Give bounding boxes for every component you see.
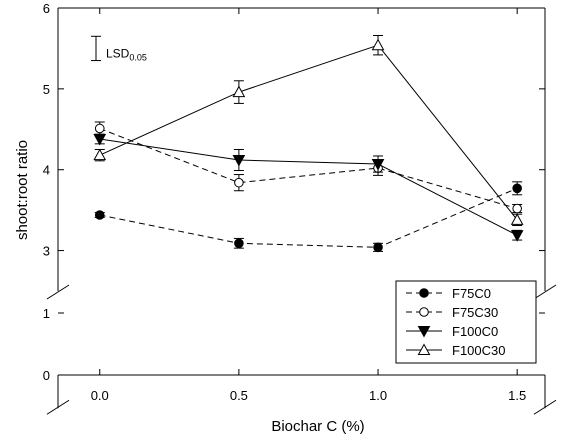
y-axis-title: shoot:root ratio [14, 140, 31, 240]
x-tick-label: 0.5 [230, 388, 248, 403]
y-tick-label: 5 [43, 82, 50, 97]
data-point-F75C0 [234, 238, 244, 249]
series-F75C0 [94, 181, 523, 253]
data-point-F75C30 [94, 123, 105, 134]
series-F100C0 [93, 133, 524, 242]
right-frame-break-mark-upper [533, 284, 557, 300]
legend-marker-F100C30 [417, 343, 431, 355]
y-axis-break-mark-lower [46, 399, 70, 415]
x-tick-label: 0.0 [91, 388, 109, 403]
data-point-F75C30 [512, 203, 522, 214]
series-F100C30 [93, 34, 524, 227]
right-frame-break-mark-lower [533, 399, 557, 415]
series-line-F100C0 [99, 138, 518, 236]
data-point-F75C0 [373, 242, 383, 253]
y-axis-break-mark-upper [46, 284, 70, 300]
legend-label-F100C0: F100C0 [452, 324, 498, 339]
series-F75C30 [94, 121, 523, 214]
series-line-F75C0 [99, 187, 518, 248]
data-point-F100C30 [510, 213, 524, 225]
data-point-F100C0 [371, 159, 385, 171]
legend-marker-F75C30 [419, 307, 429, 317]
data-point-F100C0 [93, 133, 107, 146]
y-tick-label: 6 [43, 1, 50, 16]
legend-label-F75C30: F75C30 [452, 305, 498, 320]
lsd-label: LSD0.05 [106, 46, 147, 62]
x-axis-title: Biochar C (%) [271, 418, 364, 435]
legend-marker-F100C0 [417, 326, 431, 338]
series-line-F75C30 [99, 128, 518, 210]
data-point-F100C30 [93, 148, 107, 161]
x-tick-label: 1.0 [369, 388, 387, 403]
axes: 0 1 3 4 5 6 0.0 0.5 1.0 1.5 [43, 1, 557, 415]
data-point-F75C0 [512, 183, 522, 194]
lsd-subscript: 0.05 [129, 52, 147, 62]
plot-marks: LSD0.05 [91, 34, 524, 253]
y-tick-label: 4 [43, 163, 50, 178]
series-line-F100C30 [99, 44, 518, 221]
data-point-F75C30 [234, 177, 244, 188]
y-tick-label: 1 [43, 306, 50, 321]
x-tick-label: 1.5 [508, 388, 526, 403]
legend-label-F75C0: F75C0 [452, 286, 491, 301]
data-point-F100C30 [232, 85, 246, 98]
legend: F75C0 F75C30 F100C0 F100C30 [395, 280, 537, 364]
legend-box [395, 280, 537, 364]
legend-marker-F75C0 [419, 288, 429, 298]
data-point-F100C30 [371, 38, 385, 51]
data-point-F75C0 [94, 210, 105, 220]
data-point-F100C0 [510, 230, 524, 242]
y-tick-label: 3 [43, 244, 50, 259]
legend-label-F100C30: F100C30 [452, 343, 505, 358]
y-tick-label: 0 [43, 368, 50, 383]
data-point-F100C0 [232, 155, 246, 167]
